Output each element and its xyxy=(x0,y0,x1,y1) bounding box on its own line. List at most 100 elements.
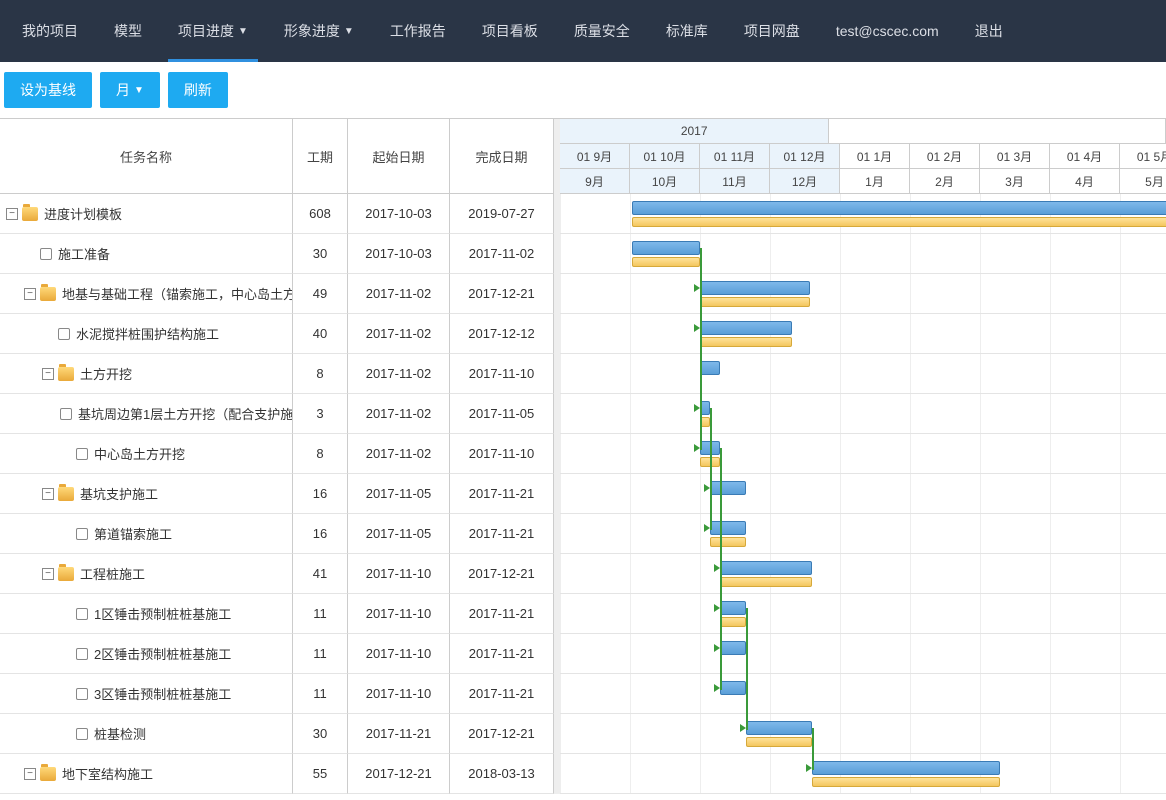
gantt-row[interactable] xyxy=(560,474,1166,514)
task-end-cell: 2017-11-21 xyxy=(450,674,554,714)
task-name-label: 2区锤击预制桩桩基施工 xyxy=(94,644,231,663)
task-icon xyxy=(40,248,52,260)
timeline-month-cell: 01 9月 xyxy=(560,144,630,169)
gantt-link xyxy=(812,728,814,768)
gantt-row[interactable] xyxy=(560,194,1166,234)
gantt-bar-plan[interactable] xyxy=(720,561,812,575)
task-name-label: 水泥搅拌桩围护结构施工 xyxy=(76,324,219,343)
gantt-bar-plan[interactable] xyxy=(746,721,812,735)
nav-item[interactable]: 项目网盘 xyxy=(726,0,818,62)
nav-item[interactable]: 项目看板 xyxy=(464,0,556,62)
nav-item[interactable]: 工作报告 xyxy=(372,0,464,62)
task-name-label: 桩基检测 xyxy=(94,724,146,743)
task-end-cell: 2017-12-21 xyxy=(450,554,554,594)
gantt-bar-baseline xyxy=(746,737,812,747)
gantt-row[interactable] xyxy=(560,594,1166,634)
gantt-bar-plan[interactable] xyxy=(812,761,1000,775)
top-nav: 我的项目模型项目进度▼形象进度▼工作报告项目看板质量安全标准库项目网盘test@… xyxy=(0,0,1166,62)
gantt-chart[interactable]: 2017 01 9月01 10月01 11月01 12月01 1月01 2月01… xyxy=(560,119,1166,794)
timeline-month-cell: 10月 xyxy=(630,169,700,194)
task-name-cell[interactable]: 施工准备 xyxy=(0,234,293,274)
nav-item[interactable]: test@cscec.com xyxy=(818,0,957,62)
gantt-bar-plan[interactable] xyxy=(632,241,700,255)
task-name-label: 基坑周边第1层土方开挖（配合支护施工 xyxy=(78,404,293,423)
nav-item[interactable]: 模型 xyxy=(96,0,160,62)
task-name-cell[interactable]: − 地下室结构施工 xyxy=(0,754,293,794)
gantt-bar-plan[interactable] xyxy=(720,681,746,695)
task-icon xyxy=(76,528,88,540)
task-name-label: 第道锚索施工 xyxy=(94,524,172,543)
gantt-row[interactable] xyxy=(560,634,1166,674)
gantt-row[interactable] xyxy=(560,754,1166,794)
nav-item[interactable]: 我的项目 xyxy=(4,0,96,62)
task-name-cell[interactable]: −地基与基础工程（锚索施工，中心岛土方开挖 xyxy=(0,274,293,314)
task-name-label: 地下室结构施工 xyxy=(62,764,153,783)
tree-toggle-icon[interactable]: − xyxy=(24,768,36,780)
task-table: 任务名称 −进度计划模板施工准备−地基与基础工程（锚索施工，中心岛土方开挖水泥搅… xyxy=(0,119,560,794)
folder-icon xyxy=(22,207,38,221)
task-name-cell[interactable]: 第道锚索施工 xyxy=(0,514,293,554)
nav-item[interactable]: 标准库 xyxy=(648,0,726,62)
task-name-cell[interactable]: 1区锤击预制桩桩基施工 xyxy=(0,594,293,634)
nav-item[interactable]: 质量安全 xyxy=(556,0,648,62)
gantt-bar-plan[interactable] xyxy=(720,601,746,615)
gantt-bar-plan[interactable] xyxy=(700,321,792,335)
gantt-bar-plan[interactable] xyxy=(700,281,810,295)
task-name-label: 中心岛土方开挖 xyxy=(94,444,185,463)
task-name-cell[interactable]: −基坑支护施工 xyxy=(0,474,293,514)
tree-toggle-icon[interactable]: − xyxy=(42,488,54,500)
task-icon xyxy=(76,648,88,660)
gantt-link-arrow xyxy=(714,684,720,692)
task-start-cell: 2017-10-03 xyxy=(348,234,450,274)
timeline-month-cell: 01 3月 xyxy=(980,144,1050,169)
tree-toggle-icon[interactable]: − xyxy=(42,568,54,580)
task-name-cell[interactable]: 基坑周边第1层土方开挖（配合支护施工 xyxy=(0,394,293,434)
task-end-cell: 2017-11-21 xyxy=(450,594,554,634)
task-name-cell[interactable]: −工程桩施工 xyxy=(0,554,293,594)
nav-item[interactable]: 退出 xyxy=(957,0,1021,62)
gantt-row[interactable] xyxy=(560,394,1166,434)
folder-icon xyxy=(40,767,56,781)
timeline-month-cell: 2月 xyxy=(910,169,980,194)
task-start-cell: 2017-11-10 xyxy=(348,554,450,594)
task-name-cell[interactable]: −土方开挖 xyxy=(0,354,293,394)
nav-item[interactable]: 形象进度▼ xyxy=(266,0,372,62)
scale-button-label: 月 xyxy=(116,80,130,100)
task-duration-cell: 16 xyxy=(293,474,348,514)
baseline-button[interactable]: 设为基线 xyxy=(4,72,92,108)
tree-toggle-icon[interactable]: − xyxy=(6,208,18,220)
task-name-cell[interactable]: 水泥搅拌桩围护结构施工 xyxy=(0,314,293,354)
gantt-row[interactable] xyxy=(560,314,1166,354)
gantt-row[interactable] xyxy=(560,274,1166,314)
gantt-bar-plan[interactable] xyxy=(710,521,746,535)
gantt-row[interactable] xyxy=(560,554,1166,594)
tree-toggle-icon[interactable]: − xyxy=(24,288,36,300)
gantt-row[interactable] xyxy=(560,234,1166,274)
tree-toggle-icon[interactable]: − xyxy=(42,368,54,380)
nav-item[interactable]: 项目进度▼ xyxy=(160,0,266,62)
gantt-bar-plan[interactable] xyxy=(710,481,746,495)
task-start-cell: 2017-11-02 xyxy=(348,354,450,394)
task-name-cell[interactable]: 2区锤击预制桩桩基施工 xyxy=(0,634,293,674)
gantt-row[interactable] xyxy=(560,354,1166,394)
refresh-button[interactable]: 刷新 xyxy=(168,72,228,108)
task-start-cell: 2017-11-10 xyxy=(348,634,450,674)
gantt-bar-plan[interactable] xyxy=(720,641,746,655)
task-end-cell: 2017-11-21 xyxy=(450,514,554,554)
gantt-row[interactable] xyxy=(560,434,1166,474)
task-name-cell[interactable]: 3区锤击预制桩桩基施工 xyxy=(0,674,293,714)
gantt-bar-plan[interactable] xyxy=(632,201,1166,215)
timeline-month-cell: 12月 xyxy=(770,169,840,194)
timeline-month-cell: 11月 xyxy=(700,169,770,194)
task-icon xyxy=(76,608,88,620)
gantt-bar-plan[interactable] xyxy=(700,361,720,375)
task-duration-cell: 49 xyxy=(293,274,348,314)
scale-button[interactable]: 月▼ xyxy=(100,72,160,108)
gantt-row[interactable] xyxy=(560,514,1166,554)
task-name-cell[interactable]: −进度计划模板 xyxy=(0,194,293,234)
task-name-cell[interactable]: 桩基检测 xyxy=(0,714,293,754)
gantt-body[interactable] xyxy=(560,194,1166,794)
gantt-row[interactable] xyxy=(560,674,1166,714)
task-name-cell[interactable]: 中心岛土方开挖 xyxy=(0,434,293,474)
gantt-row[interactable] xyxy=(560,714,1166,754)
